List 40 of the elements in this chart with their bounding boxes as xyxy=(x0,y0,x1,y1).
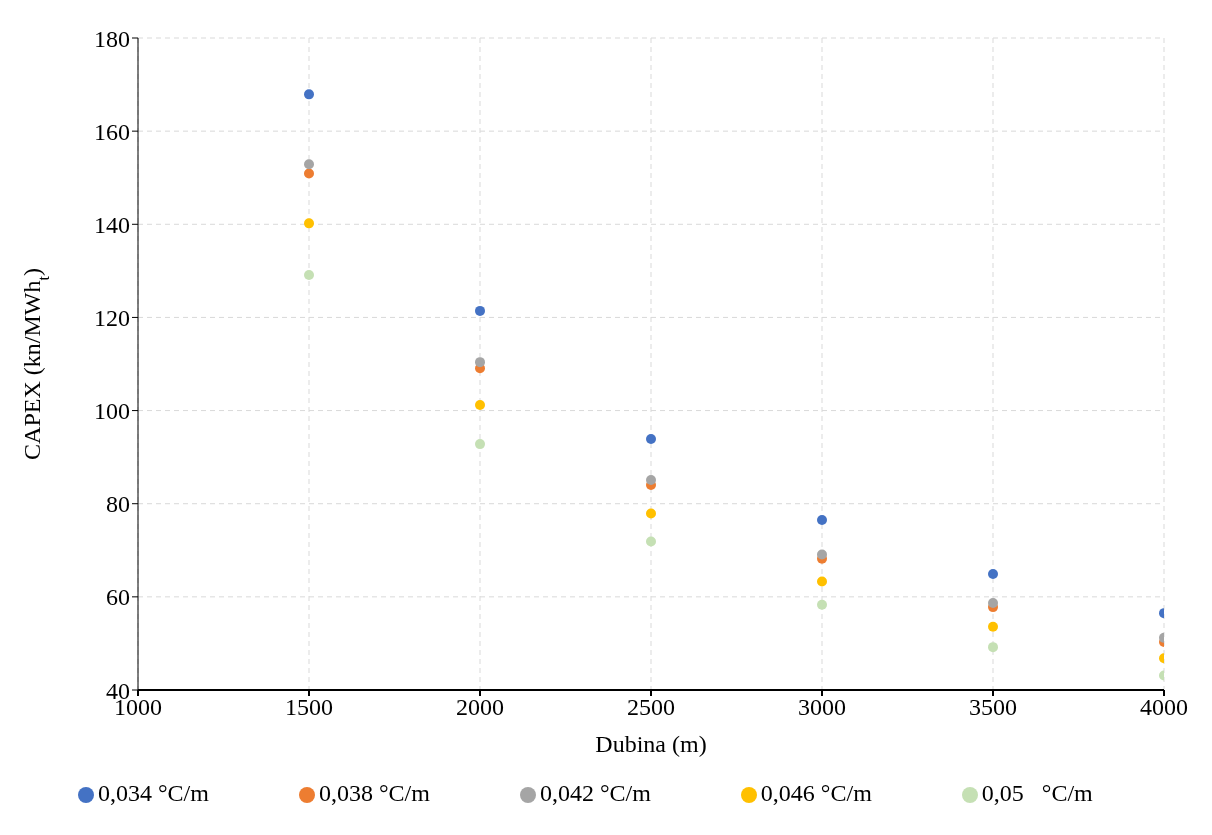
point xyxy=(304,89,314,100)
point xyxy=(817,599,827,610)
y-tick-label: 120 xyxy=(94,304,130,331)
legend-label: 0,042 °C/m xyxy=(539,780,651,806)
point xyxy=(988,621,998,632)
point xyxy=(817,549,827,560)
legend-label: 0,038 °C/m xyxy=(318,780,430,806)
y-tick-label: 60 xyxy=(106,584,130,611)
point xyxy=(304,218,314,229)
point xyxy=(646,474,656,485)
x-tick-label: 3500 xyxy=(969,694,1017,721)
x-tick-label: 2500 xyxy=(627,694,675,721)
x-axis-title: Dubina (m) xyxy=(595,731,707,757)
point xyxy=(475,399,485,410)
point xyxy=(304,270,314,281)
point xyxy=(646,433,656,444)
legend-label: 0,034 °C/m xyxy=(98,780,209,806)
point xyxy=(988,597,998,608)
x-tick-label: 3000 xyxy=(798,694,846,721)
point xyxy=(646,508,656,519)
point xyxy=(475,439,485,450)
y-tick-label: 80 xyxy=(106,491,130,518)
y-tick-label: 180 xyxy=(94,25,130,52)
x-tick-label: 4000 xyxy=(1140,694,1188,721)
point xyxy=(817,515,827,526)
point xyxy=(988,642,998,653)
point xyxy=(304,159,314,170)
x-tick-label: 1500 xyxy=(285,694,333,721)
legend-label: 0,05 °C/m xyxy=(981,780,1093,806)
point xyxy=(475,305,485,316)
y-tick-label: 160 xyxy=(94,118,130,145)
point xyxy=(304,168,314,179)
point xyxy=(817,576,827,587)
legend-label: 0,046 °C/m xyxy=(760,780,872,806)
x-tick-label: 2000 xyxy=(456,694,504,721)
y-tick-label: 100 xyxy=(94,398,130,425)
point xyxy=(646,536,656,547)
point xyxy=(475,357,485,368)
point xyxy=(988,569,998,580)
y-tick-label: 140 xyxy=(94,211,130,238)
